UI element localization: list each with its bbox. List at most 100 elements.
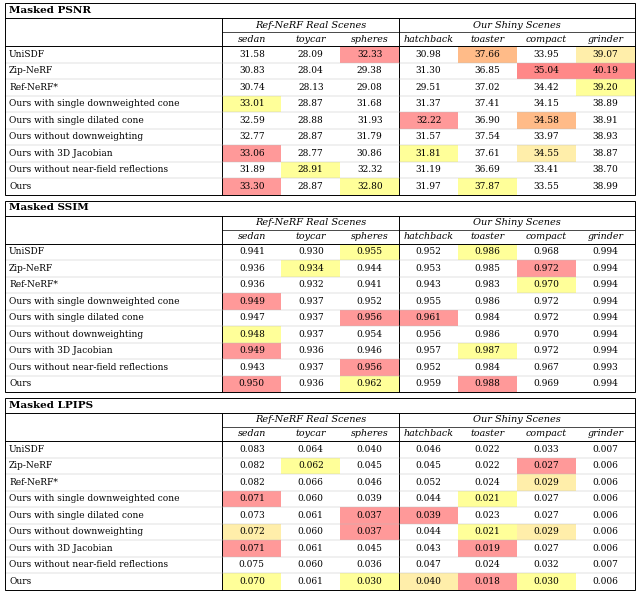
Text: 39.07: 39.07: [593, 50, 618, 59]
Text: 0.061: 0.061: [298, 576, 324, 586]
Text: 0.066: 0.066: [298, 478, 324, 487]
Bar: [340, 523, 399, 540]
Text: 0.027: 0.027: [534, 511, 559, 520]
Text: Ours: Ours: [9, 576, 31, 586]
Text: 0.994: 0.994: [593, 280, 618, 289]
Text: 0.968: 0.968: [534, 247, 559, 257]
Text: 0.946: 0.946: [356, 346, 383, 355]
Text: 0.033: 0.033: [534, 445, 559, 454]
Text: Ours without near-field reflections: Ours without near-field reflections: [9, 560, 168, 569]
Bar: [399, 112, 458, 129]
Text: 0.994: 0.994: [593, 379, 618, 388]
Text: 0.937: 0.937: [298, 363, 324, 372]
Text: Masked SSIM: Masked SSIM: [9, 203, 89, 212]
Text: 28.77: 28.77: [298, 149, 324, 158]
Text: Ours with single dilated cone: Ours with single dilated cone: [9, 313, 144, 322]
Bar: [458, 490, 517, 507]
Bar: [517, 457, 576, 474]
Text: Zip-NeRF: Zip-NeRF: [9, 66, 53, 75]
Text: 34.58: 34.58: [534, 116, 559, 125]
Bar: [458, 243, 517, 260]
Bar: [458, 343, 517, 359]
Bar: [222, 343, 282, 359]
Text: 28.13: 28.13: [298, 83, 324, 91]
Text: 40.19: 40.19: [593, 66, 618, 75]
Text: 0.994: 0.994: [593, 297, 618, 306]
Text: 0.948: 0.948: [239, 329, 265, 338]
Text: 0.027: 0.027: [534, 461, 559, 470]
Text: spheres: spheres: [351, 232, 388, 241]
Text: 0.070: 0.070: [239, 576, 265, 586]
Text: spheres: spheres: [351, 429, 388, 438]
Text: 0.970: 0.970: [534, 280, 559, 289]
Text: 0.956: 0.956: [356, 313, 383, 322]
Text: 32.59: 32.59: [239, 116, 265, 125]
Text: 0.030: 0.030: [357, 576, 383, 586]
Text: 38.89: 38.89: [593, 99, 618, 108]
Text: 29.08: 29.08: [357, 83, 383, 91]
Text: 0.972: 0.972: [534, 264, 559, 273]
Text: 0.060: 0.060: [298, 495, 324, 504]
Text: 36.90: 36.90: [475, 116, 500, 125]
Text: 0.027: 0.027: [534, 495, 559, 504]
Text: 32.77: 32.77: [239, 132, 264, 141]
Text: 31.30: 31.30: [416, 66, 442, 75]
Text: 0.022: 0.022: [475, 461, 500, 470]
Bar: [282, 457, 340, 474]
Text: 32.33: 32.33: [357, 50, 383, 59]
Text: 28.04: 28.04: [298, 66, 324, 75]
Bar: [399, 145, 458, 161]
Text: 37.61: 37.61: [475, 149, 500, 158]
Text: 31.93: 31.93: [357, 116, 383, 125]
Text: 0.036: 0.036: [357, 560, 383, 569]
Text: 0.082: 0.082: [239, 461, 265, 470]
Text: 0.047: 0.047: [416, 560, 442, 569]
Text: 32.22: 32.22: [416, 116, 442, 125]
Text: 33.41: 33.41: [534, 165, 559, 174]
Bar: [282, 260, 340, 276]
Text: 0.952: 0.952: [416, 363, 442, 372]
Text: 0.027: 0.027: [534, 544, 559, 553]
Bar: [340, 359, 399, 376]
Text: sedan: sedan: [237, 232, 266, 241]
Text: 38.87: 38.87: [593, 149, 618, 158]
Text: Ours with single dilated cone: Ours with single dilated cone: [9, 511, 144, 520]
Text: 0.950: 0.950: [239, 379, 265, 388]
Text: 0.986: 0.986: [475, 247, 500, 257]
Text: 0.006: 0.006: [593, 544, 618, 553]
Text: 37.02: 37.02: [475, 83, 500, 91]
Text: 0.037: 0.037: [357, 511, 383, 520]
Text: 0.936: 0.936: [298, 379, 324, 388]
Text: 0.930: 0.930: [298, 247, 324, 257]
Text: 30.86: 30.86: [357, 149, 383, 158]
Text: 0.006: 0.006: [593, 527, 618, 536]
Text: toycar: toycar: [296, 35, 326, 44]
Text: 0.952: 0.952: [416, 247, 442, 257]
Bar: [222, 490, 282, 507]
Text: 0.040: 0.040: [416, 576, 442, 586]
Text: 30.83: 30.83: [239, 66, 264, 75]
Text: sedan: sedan: [237, 429, 266, 438]
Text: 32.80: 32.80: [357, 182, 383, 191]
Text: 0.984: 0.984: [475, 313, 500, 322]
Bar: [458, 573, 517, 590]
Text: 31.19: 31.19: [416, 165, 442, 174]
Bar: [458, 46, 517, 63]
Text: 33.06: 33.06: [239, 149, 264, 158]
Text: 0.021: 0.021: [475, 495, 500, 504]
Bar: [517, 523, 576, 540]
Bar: [222, 293, 282, 310]
Text: 37.66: 37.66: [475, 50, 500, 59]
Text: 0.972: 0.972: [534, 313, 559, 322]
Text: Ref-NeRF Real Scenes: Ref-NeRF Real Scenes: [255, 416, 366, 425]
Bar: [5, 200, 635, 392]
Text: 0.071: 0.071: [239, 495, 265, 504]
Text: Ref-NeRF*: Ref-NeRF*: [9, 83, 58, 91]
Bar: [340, 573, 399, 590]
Text: 0.006: 0.006: [593, 461, 618, 470]
Bar: [5, 398, 635, 590]
Text: 31.81: 31.81: [416, 149, 442, 158]
Bar: [340, 376, 399, 392]
Text: 33.30: 33.30: [239, 182, 264, 191]
Text: 0.937: 0.937: [298, 313, 324, 322]
